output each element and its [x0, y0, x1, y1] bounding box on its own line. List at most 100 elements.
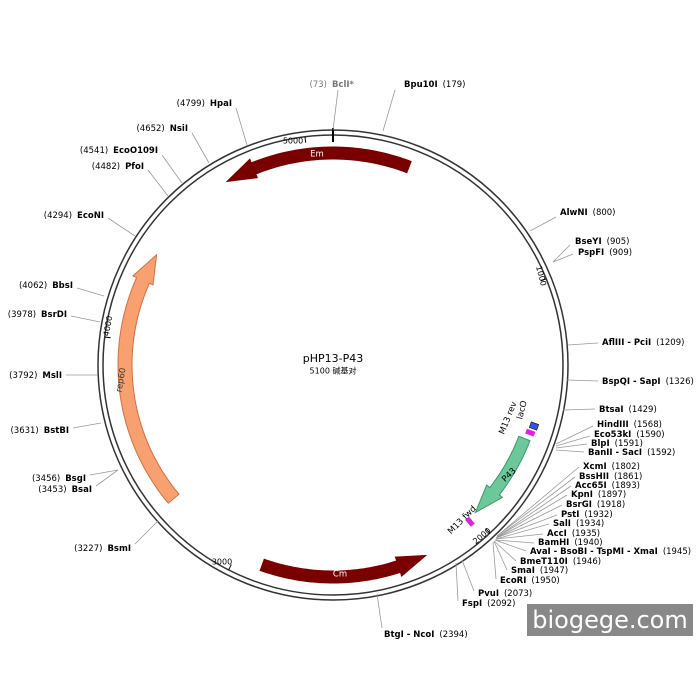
site-name: PspFI — [578, 248, 604, 258]
scale-label: 1000 — [534, 265, 548, 287]
site-leader — [529, 216, 557, 232]
site-name: EcoO109I — [113, 146, 158, 156]
site-pos: (4294) — [44, 211, 72, 221]
m13-rev-box — [525, 428, 536, 437]
site-leader — [555, 425, 594, 445]
site-name: SmaI — [511, 566, 535, 576]
feature-label: Cm — [333, 570, 347, 580]
site-label: (3456) BsgI — [32, 474, 86, 484]
site-pos: (4482) — [92, 162, 120, 172]
site-pos: (1591) — [615, 439, 643, 449]
site-label: HindIII (1568) — [597, 420, 662, 430]
backbone-inner — [102, 134, 564, 596]
watermark: biogege.com — [532, 606, 687, 634]
site-leader — [493, 540, 508, 571]
site-label: BtsaI (1429) — [599, 405, 657, 415]
site-label: (4482) PfoI — [92, 162, 144, 172]
site-label: BssHII (1861) — [579, 472, 642, 482]
site-label: BamHI (1940) — [538, 538, 603, 548]
site-name: BsaI — [72, 485, 92, 495]
site-name: EcoNI — [77, 211, 104, 221]
site-label: SalI (1934) — [553, 519, 604, 529]
site-name: PvuI — [478, 589, 499, 599]
site-pos: (3792) — [9, 371, 37, 381]
site-label: AlwNI (800) — [560, 208, 615, 218]
site-pos: (1429) — [629, 405, 657, 415]
site-name: PstI — [561, 510, 579, 520]
site-pos: (905) — [607, 237, 630, 247]
site-name: BssHII — [579, 472, 609, 482]
site-leader — [552, 253, 574, 263]
site-leader — [494, 539, 527, 552]
site-pos: (1946) — [573, 557, 601, 567]
site-name: BbsI — [52, 281, 73, 291]
site-leader — [161, 154, 183, 184]
site-name: BclI* — [332, 80, 355, 90]
scale-label: 4000 — [102, 315, 114, 337]
site-leader — [70, 315, 101, 323]
site-label: Acc65I (1893) — [575, 481, 640, 491]
site-label: PspFI (909) — [578, 248, 632, 258]
site-pos: (4062) — [19, 281, 47, 291]
site-label: BlpI (1591) — [591, 439, 643, 449]
site-pos: (1897) — [598, 490, 626, 500]
site-label: SmaI (1947) — [511, 566, 568, 576]
site-name: BsgI — [65, 474, 86, 484]
site-name: Acc65I — [575, 481, 607, 491]
site-pos: (909) — [609, 248, 632, 258]
scale-tick — [540, 278, 547, 282]
site-label: PstI (1932) — [561, 510, 613, 520]
feature-label: lacO — [515, 399, 530, 420]
site-leader — [95, 469, 119, 487]
site-name: KpnI — [571, 490, 593, 500]
site-pos: (800) — [593, 208, 616, 218]
plasmid-size: 5100 碱基对 — [310, 366, 357, 376]
scale-tick — [104, 336, 111, 339]
site-name: BsrGI — [566, 500, 592, 510]
site-label: (4541) EcoO109I — [80, 146, 158, 156]
feature-arrow — [117, 253, 180, 504]
site-pos: (1918) — [597, 500, 625, 510]
site-label: (73) BclI* — [310, 80, 355, 90]
plasmid-name: pHP13-P43 — [303, 352, 363, 365]
site-leader — [555, 449, 585, 453]
site-label: (3227) BsmI — [74, 544, 131, 554]
site-leader — [89, 469, 119, 476]
site-name: BseYI — [575, 237, 602, 247]
site-leader — [461, 559, 475, 592]
site-leader — [235, 107, 248, 146]
site-pos: (1932) — [584, 510, 612, 520]
site-label: Bpu10I (179) — [404, 80, 465, 90]
site-pos: (4541) — [80, 146, 108, 156]
scale-label: 3000 — [212, 558, 232, 567]
site-pos: (1592) — [647, 448, 675, 458]
site-name: BstBI — [44, 426, 69, 436]
site-leader — [496, 466, 580, 537]
lacO-box — [528, 421, 540, 431]
site-label: BspQI - SapI (1326) — [602, 377, 694, 387]
site-label: (3792) MslI — [9, 371, 62, 381]
site-pos: (1326) — [666, 377, 694, 387]
site-pos: (1940) — [574, 538, 602, 548]
site-name: EcoRI — [500, 576, 526, 586]
site-leader — [495, 533, 544, 540]
site-label: EcoRI (1950) — [500, 576, 560, 586]
site-leader — [493, 540, 517, 562]
site-pos: (1950) — [531, 576, 559, 586]
site-name: BmeT110I — [520, 557, 568, 567]
site-leader — [191, 132, 210, 164]
site-pos: (1861) — [614, 472, 642, 482]
site-leader — [495, 523, 550, 540]
site-label: (3631) BstBI — [10, 426, 69, 436]
site-name: HindIII — [597, 420, 629, 430]
site-leader — [376, 593, 383, 629]
site-leader — [567, 342, 599, 346]
scale-tick — [304, 136, 307, 143]
site-leader — [134, 520, 159, 545]
site-label: PvuI (2073) — [478, 589, 532, 599]
site-name: BlpI — [591, 439, 610, 449]
site-label: (4062) BbsI — [19, 281, 73, 291]
site-leader — [496, 485, 572, 538]
feature-arrow — [474, 435, 531, 514]
feature-label: rep60 — [114, 367, 128, 393]
